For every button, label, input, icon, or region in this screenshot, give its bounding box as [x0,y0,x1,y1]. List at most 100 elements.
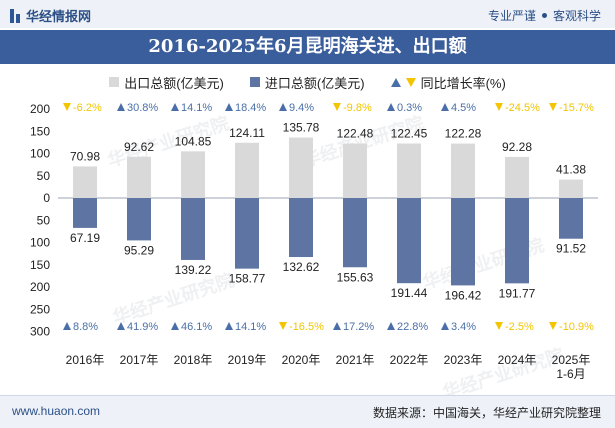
chart-title: 2016-2025年6月昆明海关进、出口额 [0,30,615,64]
x-category-label: 2023年 [444,353,483,367]
export-growth-label: -24.5% [505,102,540,114]
import-bar [559,198,583,239]
import-growth-up-triangle [117,322,125,330]
y-tick-label: 100 [30,147,50,161]
x-category-label: 2018年 [174,353,213,367]
legend-export-swatch [109,77,120,87]
legend-export: 出口总额(亿美元) [109,72,224,92]
import-value-label: 132.62 [283,260,320,274]
import-growth-up-triangle [441,322,449,330]
export-bar [127,156,151,198]
x-category-label: 2025年 [552,353,591,367]
export-value-label: 41.38 [556,163,586,177]
brand-logo-icon [10,8,20,23]
tagline-right: 客观科学 [552,9,601,23]
import-growth-label: 22.8% [397,321,428,333]
legend: 出口总额(亿美元) 进口总额(亿美元) 同比增长率(%) [0,72,615,92]
export-bar [181,151,205,198]
export-bar [397,143,421,198]
export-value-label: 70.98 [70,149,100,163]
export-growth-up-triangle [279,103,287,111]
export-bar [73,166,97,198]
export-bar [451,143,475,198]
export-growth-down-triangle [333,103,341,111]
x-category-label: 2019年 [228,353,267,367]
x-category-label: 1-6月 [556,367,585,381]
import-value-label: 196.42 [445,288,482,302]
y-tick-label: 250 [30,302,50,316]
import-bar [73,198,97,228]
export-growth-down-triangle [549,103,557,111]
y-tick-label: 100 [30,236,50,250]
import-bar [235,198,259,269]
export-value-label: 104.85 [175,134,212,148]
export-value-label: 92.28 [502,140,532,154]
import-bar [343,198,367,268]
export-growth-label: 9.4% [289,102,314,114]
legend-import: 进口总额(亿美元) [249,72,365,92]
import-bar [127,198,151,241]
import-value-label: 139.22 [175,263,212,277]
export-growth-label: 18.4% [235,102,266,114]
y-tick-label: 0 [43,191,50,205]
footer-website-link[interactable]: www.huaon.com [12,404,101,418]
y-tick-label: 150 [30,124,50,138]
legend-import-swatch [249,77,260,87]
export-growth-down-triangle [63,103,71,111]
x-category-label: 2021年 [336,353,375,367]
y-tick-label: 50 [37,169,51,183]
export-bar [559,179,583,198]
import-growth-label: 3.4% [451,321,476,333]
y-tick-label: 200 [30,102,50,116]
tagline: 专业严谨 客观科学 [488,7,601,24]
export-growth-label: 4.5% [451,102,476,114]
top-bar: 华经情报网 专业严谨 客观科学 [0,0,615,28]
import-growth-down-triangle [495,322,503,330]
export-growth-label: -6.2% [73,102,102,114]
import-growth-up-triangle [63,322,71,330]
import-growth-up-triangle [171,322,179,330]
import-value-label: 67.19 [70,231,100,245]
tagline-left: 专业严谨 [487,9,536,23]
import-growth-label: 46.1% [181,321,212,333]
brand[interactable]: 华经情报网 [10,6,91,25]
export-value-label: 92.62 [124,140,154,154]
import-bar [451,198,475,286]
export-bar [505,156,529,198]
export-growth-label: -9.8% [343,102,372,114]
export-value-label: 122.45 [391,127,428,141]
chart-canvas: 200 150 100 50 0 50 100 150 200 250 300 70.98 67.19 -… [30,102,598,381]
import-growth-up-triangle [333,322,341,330]
import-value-label: 95.29 [124,243,154,257]
export-bar [343,143,367,198]
export-value-label: 122.48 [337,126,374,140]
import-growth-label: -16.5% [289,321,324,333]
footer-source: 数据来源：中国海关，华经产业研究院整理 [372,406,601,420]
export-growth-up-triangle [171,103,179,111]
import-value-label: 158.77 [229,272,266,286]
brand-name: 华经情报网 [26,9,92,24]
legend-import-label: 进口总额(亿美元) [264,75,365,91]
export-value-label: 124.11 [229,126,265,140]
export-value-label: 122.28 [445,127,482,141]
y-tick-label: 300 [30,325,50,339]
export-growth-up-triangle [387,103,395,111]
x-category-label: 2017年 [120,353,159,367]
x-category-label: 2016年 [66,353,105,367]
import-value-label: 191.77 [499,286,536,300]
import-growth-up-triangle [225,322,233,330]
x-category-label: 2024年 [498,353,537,367]
import-growth-label: 14.1% [235,321,266,333]
import-growth-label: -2.5% [505,321,534,333]
import-value-label: 91.52 [556,242,586,256]
export-growth-label: -15.7% [559,102,594,114]
legend-growth-label: 同比增长率(%) [420,75,506,91]
y-tick-label: 50 [37,213,51,227]
import-value-label: 191.44 [391,286,428,300]
y-tick-label: 150 [30,258,50,272]
export-growth-up-triangle [117,103,125,111]
export-growth-label: 14.1% [181,102,212,114]
triangle-down-icon [405,77,416,87]
import-bar [181,198,205,260]
export-growth-down-triangle [495,103,503,111]
